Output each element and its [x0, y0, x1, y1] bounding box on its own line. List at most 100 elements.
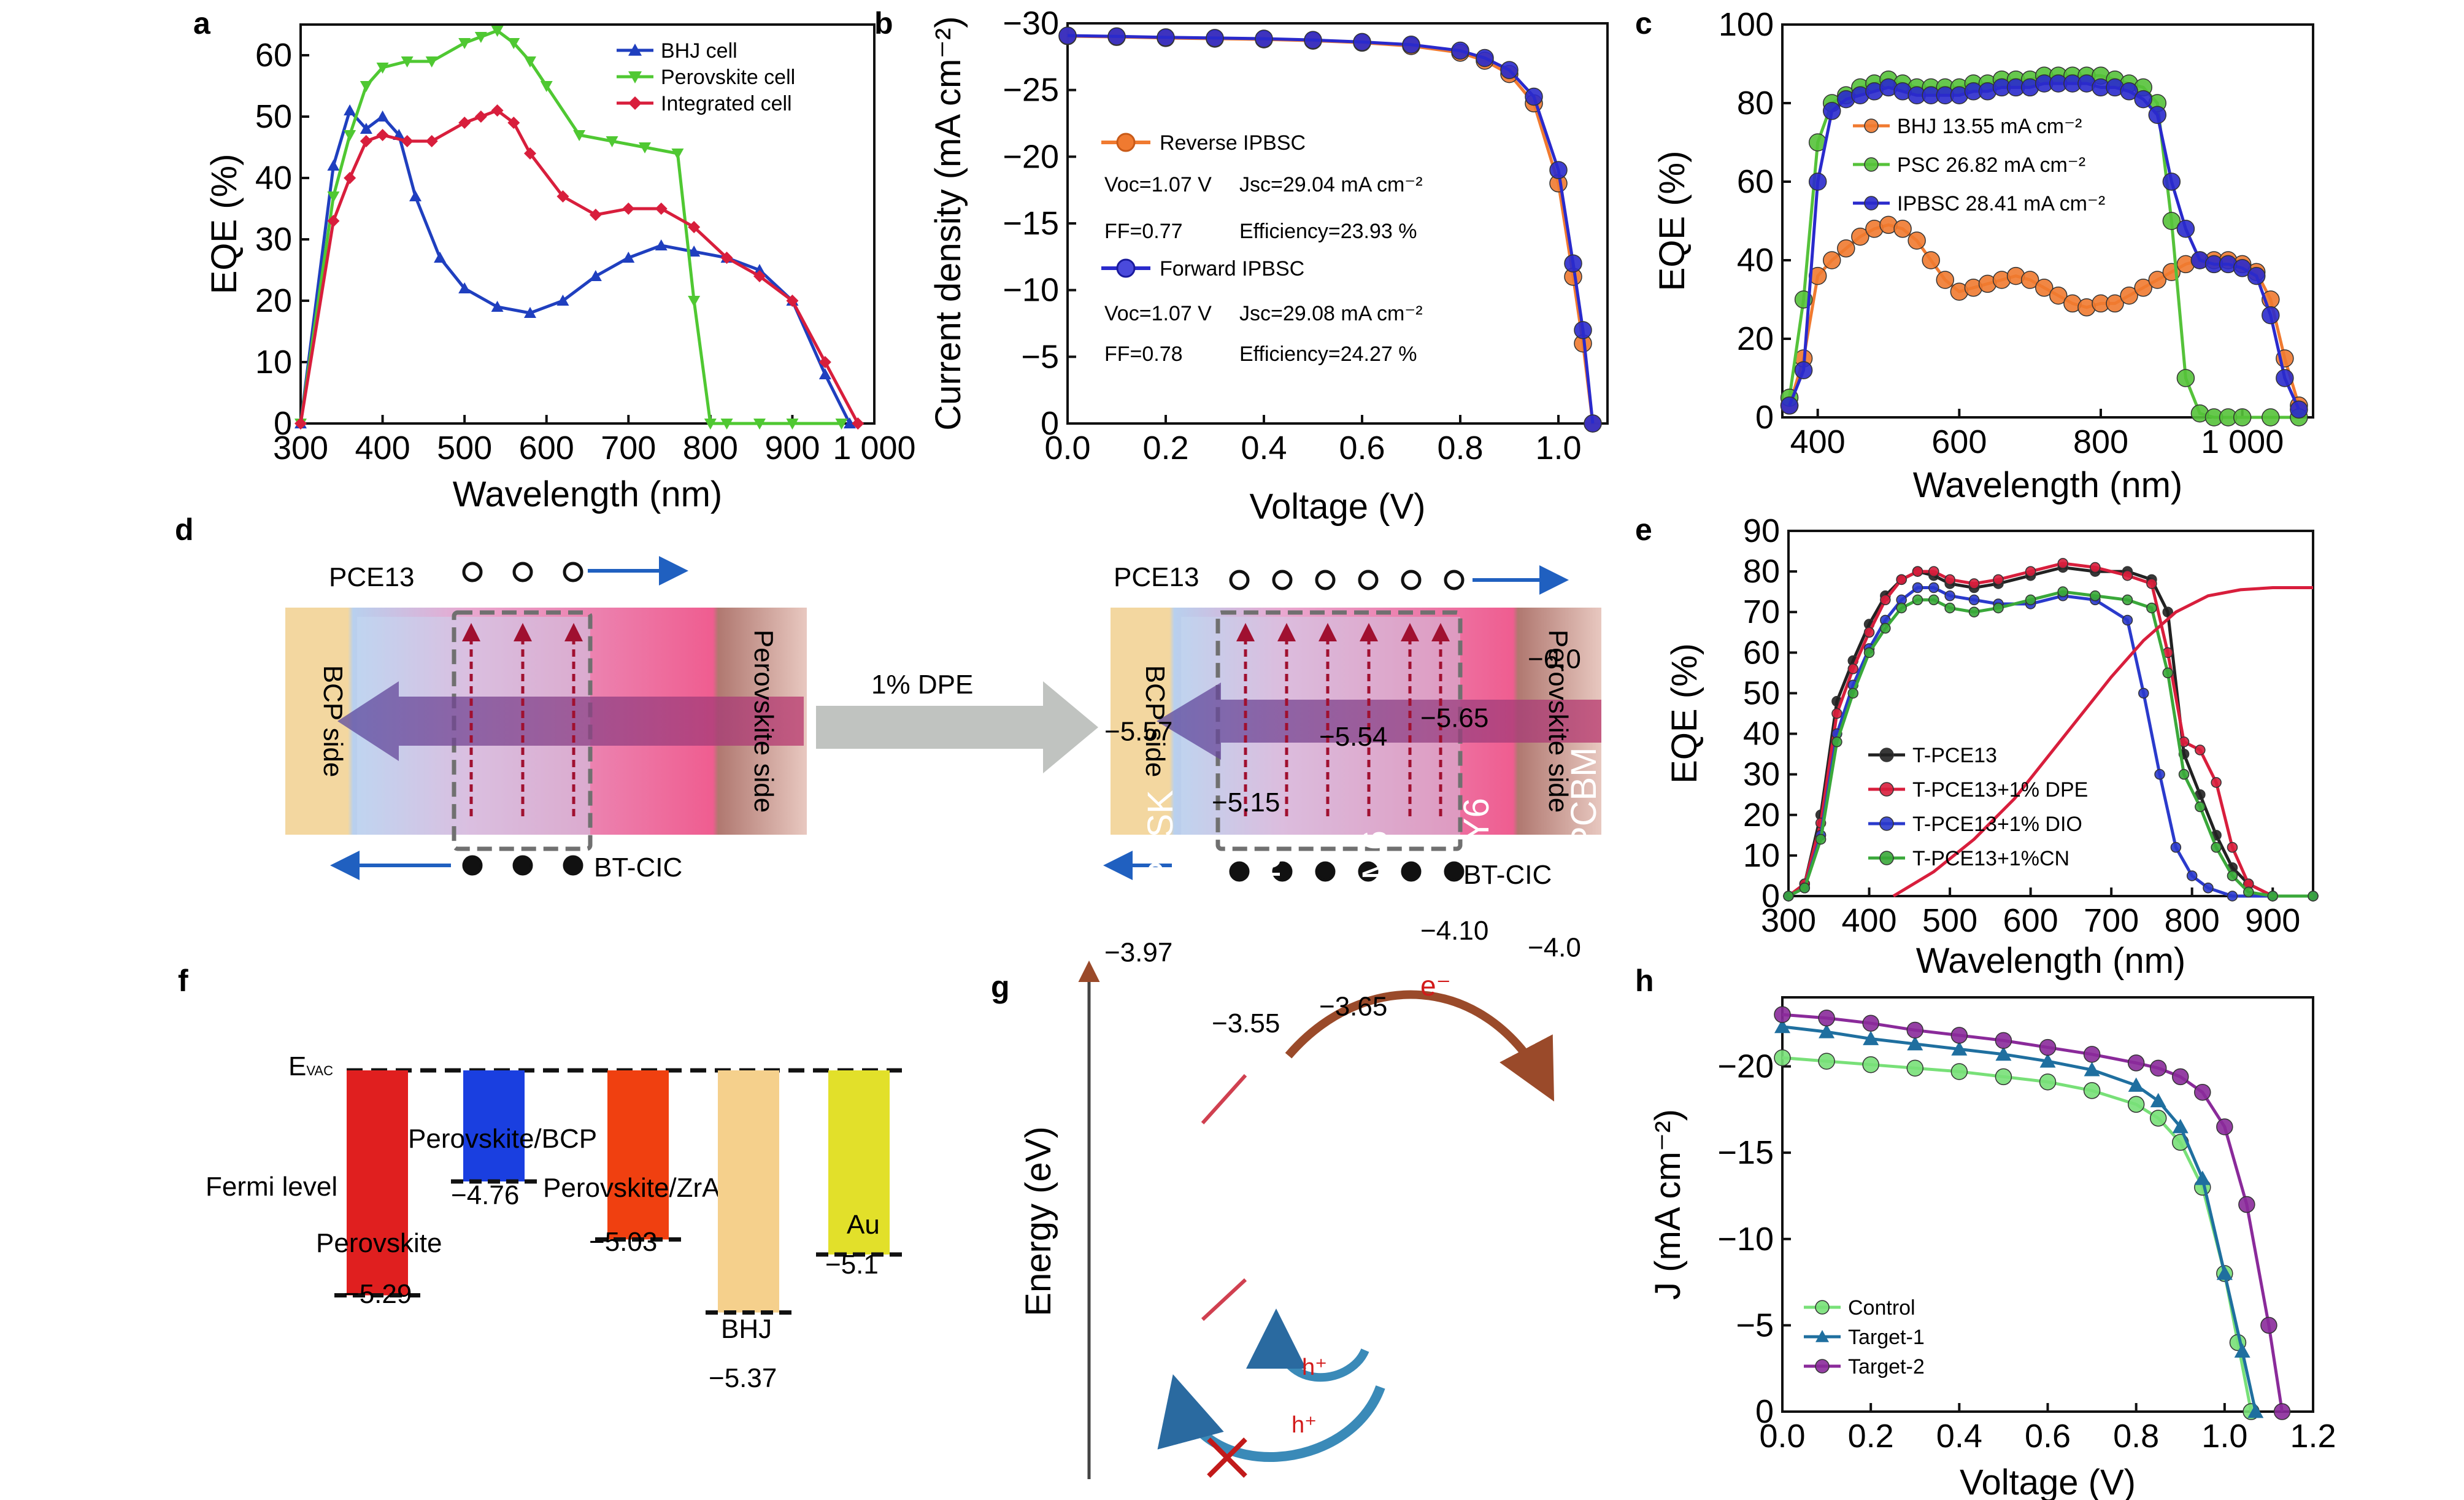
data-point: [327, 215, 340, 227]
data-point: [852, 417, 864, 430]
data-point: [1968, 606, 1980, 617]
data-point: [425, 135, 438, 147]
legend-label-forward: Forward IPBSC: [1160, 257, 1304, 280]
lumo-value: −4.0: [1528, 932, 1581, 962]
y-tick-label: 30: [255, 221, 292, 258]
data-point: [1815, 833, 1827, 845]
holes-left: [462, 562, 583, 582]
data-point: [2122, 614, 2133, 626]
data-point: [507, 38, 520, 49]
panel-label-a: a: [193, 6, 211, 41]
data-point: [1951, 1041, 1968, 1056]
legend-marker: [1815, 1359, 1830, 1374]
y-tick-label: 20: [255, 282, 292, 319]
data-point: [360, 135, 372, 147]
plot-frame: [1781, 23, 2314, 419]
data-point: [1157, 28, 1175, 47]
energy-bar-value: −5.03: [589, 1227, 657, 1257]
data-point: [1896, 602, 1907, 614]
legend-marker: [1879, 782, 1894, 797]
energy-bar-value: −5.1: [825, 1250, 879, 1280]
data-point: [2172, 1118, 2189, 1134]
y-tick-label: 50: [1743, 675, 1780, 711]
x-tick-label: 800: [2073, 423, 2128, 460]
hole-dot: [1229, 570, 1250, 590]
data-point: [2238, 1196, 2255, 1213]
data-point: [1907, 1035, 1923, 1051]
data-point: [2149, 1110, 2167, 1127]
electron-dot: [512, 855, 533, 876]
transport-arrow-left: [337, 681, 804, 761]
y-tick-label: −15: [1717, 1134, 1774, 1171]
data-point: [2247, 266, 2266, 285]
data-point: [1993, 602, 2004, 614]
perovskite-side-label-left: Perovskite side: [749, 630, 779, 813]
data-point: [1928, 594, 1939, 606]
data-point: [655, 203, 668, 215]
data-point: [671, 149, 684, 160]
vacuum-level-label: EVAC: [288, 1051, 333, 1081]
data-point: [556, 190, 569, 203]
data-point: [1831, 736, 1842, 748]
bcp-side-label-right: BCP side: [1140, 665, 1170, 778]
data-point: [434, 252, 447, 263]
legend-a: BHJ cell Perovskite cell Integrated cell: [617, 39, 795, 115]
hole-dot: [1401, 570, 1422, 590]
data-point: [1993, 574, 2004, 586]
data-point: [1906, 1059, 1923, 1077]
y-tick-label: 50: [255, 98, 292, 135]
data-point: [2194, 1083, 2211, 1101]
annotation-jsc-1: Jsc=29.04 mA cm⁻²: [1239, 173, 1423, 196]
legend-marker: [1879, 748, 1894, 762]
x-tick-label: 0.6: [1339, 430, 1385, 466]
data-point: [2090, 562, 2101, 573]
legend-marker: [1864, 118, 1879, 133]
data-point: [1950, 1027, 1968, 1044]
data-point: [1928, 582, 1939, 593]
data-point: [704, 419, 717, 430]
data-point: [2162, 667, 2173, 679]
legend-label-reverse: Reverse IPBSC: [1160, 131, 1306, 155]
x-tick-label: 0.0: [1759, 1418, 1805, 1455]
data-point: [1304, 31, 1322, 49]
energy-bar-label: Perovskite/BCP: [408, 1124, 597, 1154]
jv-chart-b: 0.0 0.2 0.4 0.6 0.8 1.0 0 −5 −10 −15 −20 −25 −30 Volt…: [928, 5, 1609, 527]
blocked-cross: [1207, 1437, 1247, 1478]
data-point: [2216, 1266, 2233, 1280]
lumo-value: −3.55: [1212, 1008, 1280, 1038]
data-point: [2148, 106, 2167, 124]
y-axis-label: Current density (mA cm⁻²): [928, 16, 968, 430]
data-point: [1968, 578, 1980, 589]
y-axis-label: EQE (%): [1652, 151, 1692, 292]
hole-dot: [563, 562, 583, 582]
data-point: [1912, 582, 1923, 593]
series-line-1: [299, 29, 842, 425]
vacuum-level-sub: VAC: [306, 1063, 333, 1078]
x-tick-label: 700: [2084, 902, 2139, 939]
y-tick-label: 0: [1755, 399, 1774, 436]
lumo-value: −3.97: [1104, 938, 1172, 968]
data-point: [1995, 1068, 2012, 1086]
data-point: [1574, 321, 1592, 339]
data-point: [1774, 1049, 1791, 1067]
data-point: [753, 270, 766, 282]
data-point: [2162, 606, 2173, 617]
data-point: [1500, 61, 1519, 79]
data-point: [655, 239, 668, 250]
data-point: [2162, 172, 2181, 191]
data-point: [639, 142, 651, 153]
data-point: [1819, 1024, 1835, 1038]
data-point: [2150, 1092, 2166, 1108]
data-point: [688, 221, 701, 233]
data-point: [2122, 570, 2133, 581]
data-point: [1912, 594, 1923, 606]
x-axis-label: Wavelength (nm): [1913, 465, 2182, 505]
x-tick-label: 900: [2245, 902, 2300, 939]
data-point: [2195, 744, 2206, 756]
data-point: [1451, 41, 1469, 60]
data-point: [2227, 891, 2238, 902]
y-tick-label: 10: [1743, 837, 1780, 874]
data-point: [2243, 886, 2254, 898]
data-point: [344, 104, 356, 115]
legend-marker: [628, 44, 642, 56]
